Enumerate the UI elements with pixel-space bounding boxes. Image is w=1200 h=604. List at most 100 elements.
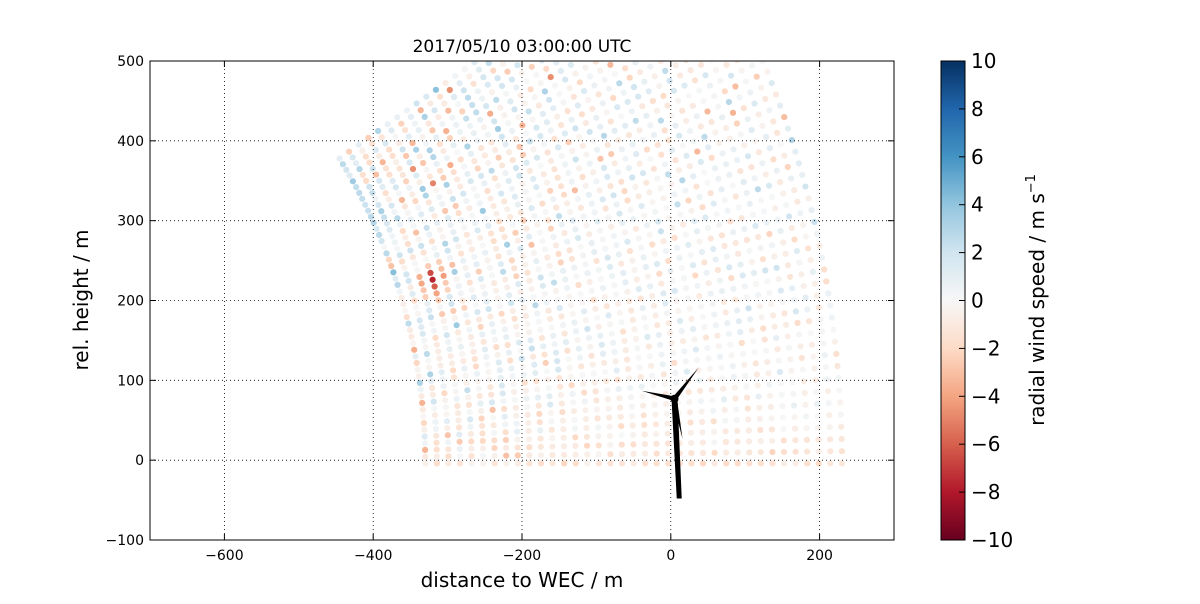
data-point: [484, 81, 491, 88]
data-point: [428, 238, 435, 245]
data-point: [575, 345, 582, 352]
data-point: [349, 178, 356, 185]
data-point: [827, 460, 834, 467]
data-point: [677, 72, 684, 79]
data-point: [723, 61, 730, 69]
data-point: [693, 228, 701, 235]
data-point: [679, 142, 687, 149]
data-point: [808, 341, 816, 348]
data-point: [494, 351, 501, 358]
data-point: [656, 83, 663, 90]
data-point: [719, 375, 726, 382]
data-point: [788, 224, 795, 232]
data-point: [490, 203, 497, 210]
data-point: [430, 154, 437, 161]
data-point: [436, 355, 443, 362]
data-point: [571, 425, 579, 432]
data-point: [577, 243, 584, 250]
data-point: [389, 152, 396, 159]
data-point: [621, 337, 628, 344]
x-tick-label: 200: [806, 548, 833, 564]
data-point: [601, 359, 608, 366]
data-point: [505, 349, 513, 356]
data-point: [447, 162, 454, 169]
data-point: [535, 318, 542, 325]
data-point: [603, 109, 610, 116]
data-point: [785, 344, 793, 351]
data-point: [495, 253, 502, 260]
data-point: [491, 452, 498, 459]
data-point: [484, 131, 491, 138]
data-point: [491, 445, 498, 452]
data-point: [617, 413, 624, 420]
data-point: [584, 460, 591, 467]
data-point: [827, 436, 834, 443]
data-point: [526, 444, 533, 451]
data-point: [746, 247, 753, 254]
data-point: [801, 389, 808, 397]
data-point: [727, 218, 734, 225]
data-point: [791, 187, 798, 194]
y-tick-label: −100: [106, 533, 144, 549]
data-point: [695, 367, 702, 374]
colorbar-label: radial wind speed / m s−1: [1024, 174, 1049, 426]
data-point: [409, 340, 416, 347]
data-point: [525, 196, 532, 204]
data-point: [627, 384, 634, 391]
data-point: [813, 292, 821, 299]
data-point: [419, 406, 426, 413]
data-point: [781, 152, 788, 159]
data-point: [789, 379, 796, 386]
data-point: [768, 415, 775, 422]
data-point: [539, 237, 546, 244]
data-point: [569, 310, 576, 317]
data-point: [665, 440, 672, 447]
data-point: [613, 242, 620, 249]
data-point: [516, 143, 523, 150]
data-point: [572, 156, 579, 163]
data-point: [608, 223, 615, 230]
data-point: [811, 365, 818, 372]
data-point: [827, 302, 834, 309]
data-point: [554, 174, 561, 181]
data-point: [429, 180, 437, 187]
data-point: [502, 170, 509, 177]
data-point: [462, 264, 469, 272]
data-point: [450, 169, 457, 176]
data-point: [704, 108, 711, 115]
data-point: [734, 61, 740, 63]
data-point: [732, 296, 739, 303]
data-point: [546, 393, 553, 400]
data-point: [437, 304, 444, 311]
data-point: [685, 92, 692, 99]
data-point: [657, 228, 665, 235]
data-point: [652, 312, 659, 319]
data-point: [663, 410, 671, 417]
data-point: [605, 312, 612, 319]
data-point: [699, 429, 706, 436]
data-point: [572, 70, 579, 77]
data-point: [490, 414, 497, 421]
data-point: [690, 138, 697, 145]
data-point: [400, 301, 407, 308]
data-point: [543, 65, 550, 72]
data-point: [433, 432, 440, 439]
data-point: [649, 292, 656, 300]
data-point: [802, 233, 809, 240]
data-point: [672, 157, 679, 164]
data-point: [672, 122, 679, 129]
data-point: [784, 262, 792, 269]
data-point: [738, 67, 745, 74]
data-point: [461, 66, 468, 73]
data-point: [732, 239, 739, 247]
data-point: [457, 250, 465, 257]
data-point: [488, 399, 495, 406]
data-point: [622, 347, 630, 354]
data-point: [520, 371, 528, 378]
data-point: [480, 452, 487, 459]
data-point: [372, 195, 379, 202]
data-point: [667, 267, 674, 274]
data-point: [774, 346, 781, 353]
data-point: [485, 61, 492, 67]
data-point: [792, 448, 799, 455]
